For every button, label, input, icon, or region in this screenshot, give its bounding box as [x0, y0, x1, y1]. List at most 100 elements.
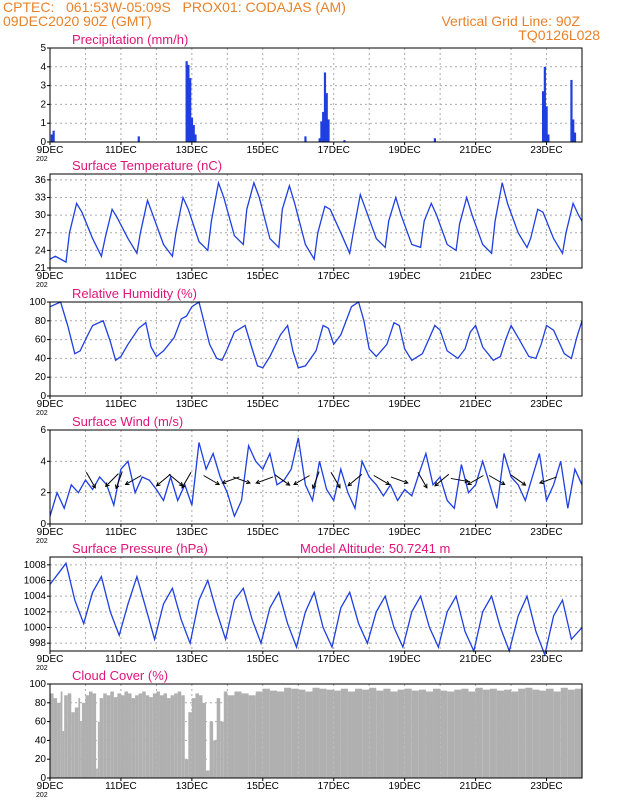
cloud-bar — [376, 690, 384, 778]
ytick-label: 21 — [35, 263, 47, 274]
xtick-label: 21DEC — [459, 781, 491, 792]
ytick-label: 1006 — [24, 576, 47, 587]
wind-arrowhead — [423, 483, 428, 489]
cloud-bar — [103, 693, 107, 778]
cloud-bar — [511, 691, 519, 778]
panel-title-temp: Surface Temperature (nC) — [72, 158, 222, 173]
cloud-bar — [195, 693, 199, 778]
wind-arrowhead — [114, 484, 120, 490]
precip-bar — [185, 61, 188, 142]
precip-bar — [570, 79, 573, 142]
precip-bar — [137, 136, 140, 142]
xtick-label: 9DEC — [37, 399, 64, 410]
cloud-bar — [181, 695, 185, 778]
wind-arrow — [467, 475, 484, 485]
cloud-bar — [574, 688, 582, 778]
cloud-bar — [553, 691, 561, 778]
cloud-bar — [454, 689, 462, 778]
ytick-label: 1008 — [24, 560, 47, 571]
xtick-label: 23DEC — [530, 527, 562, 538]
cloud-bar — [50, 693, 54, 778]
cloud-bar — [113, 697, 118, 778]
cloud-bar — [110, 691, 114, 778]
cloud-bar — [560, 687, 568, 778]
cloud-bar — [284, 687, 292, 778]
cloud-bar — [567, 689, 575, 778]
precip-bar — [573, 132, 577, 142]
xtick-label: 19DEC — [389, 399, 421, 410]
ytick-label: 100 — [29, 679, 46, 690]
series-line-temp — [49, 180, 583, 264]
xtick-label: 19DEC — [389, 654, 421, 665]
wind-arrow — [312, 471, 320, 489]
cloud-bar — [57, 702, 61, 778]
wind-arrow — [539, 476, 557, 484]
cloud-bar — [425, 691, 434, 778]
cloud-bar — [74, 707, 79, 778]
cloud-bar — [170, 695, 175, 778]
cloud-bar — [503, 689, 512, 778]
xtick-label: 21DEC — [459, 399, 491, 410]
cloud-bar — [248, 695, 256, 778]
cloud-bar — [468, 691, 476, 778]
xtick-label: 21DEC — [459, 145, 491, 156]
cloud-bar — [355, 688, 363, 778]
ytick-label: 100 — [29, 297, 46, 308]
wind-arrow — [450, 477, 469, 483]
series-line-press — [49, 561, 583, 658]
ytick-label: 24 — [35, 245, 47, 256]
cloud-bar — [138, 693, 143, 778]
cloud-bar — [319, 688, 327, 778]
wind-arrowhead — [464, 478, 470, 484]
ytick-label: 20 — [35, 372, 47, 383]
wind-arrow — [510, 474, 526, 486]
ytick-label: 80 — [35, 316, 47, 327]
ytick-label: 1 — [40, 118, 46, 129]
xtick-label: 13DEC — [176, 271, 208, 282]
xtick-label: 17DEC — [318, 271, 350, 282]
ytick-label: 40 — [35, 735, 47, 746]
cloud-bar — [149, 697, 153, 778]
cloud-bar — [383, 688, 391, 778]
xtick-label: 21DEC — [459, 271, 491, 282]
wind-arrowhead — [155, 481, 161, 487]
xtick-label: 15DEC — [247, 399, 279, 410]
precip-bar — [192, 125, 195, 142]
ytick-label: 27 — [35, 228, 47, 239]
xtick-year: 202 — [36, 665, 48, 672]
wind-arrow — [293, 475, 310, 485]
cloud-bar — [213, 740, 217, 778]
precip-bar — [318, 138, 321, 142]
cloud-bar — [216, 698, 221, 778]
cloud-bar — [124, 691, 129, 778]
cloud-bar — [489, 688, 497, 778]
cloud-bar — [163, 693, 168, 778]
precip-bar — [343, 140, 346, 142]
series-line-rh — [49, 300, 583, 369]
cloud-bar — [475, 687, 483, 778]
xtick-label: 9DEC — [37, 527, 64, 538]
xtick-label: 15DEC — [247, 145, 279, 156]
plot-frame — [49, 173, 583, 269]
xtick-label: 11DEC — [105, 271, 137, 282]
precip-bar — [323, 72, 327, 142]
wind-arrowhead — [293, 480, 299, 486]
wind-arrow — [347, 473, 363, 487]
precip-bar — [541, 91, 545, 142]
cloud-bar — [390, 691, 398, 778]
cloud-bar — [461, 688, 469, 778]
ytick-label: 30 — [35, 210, 47, 221]
cloud-bar — [117, 693, 121, 778]
xtick-label: 15DEC — [247, 781, 279, 792]
cloud-bar — [209, 721, 214, 778]
xtick-label: 17DEC — [318, 654, 350, 665]
ytick-label: 0 — [40, 137, 46, 148]
xtick-label: 17DEC — [318, 399, 350, 410]
xtick-label: 23DEC — [530, 271, 562, 282]
wind-arrow — [488, 475, 505, 485]
cloud-bar — [152, 693, 157, 778]
cloud-bar — [234, 691, 242, 778]
cloud-bar — [362, 689, 370, 778]
xtick-label: 13DEC — [176, 145, 208, 156]
cloud-bar — [96, 768, 98, 778]
